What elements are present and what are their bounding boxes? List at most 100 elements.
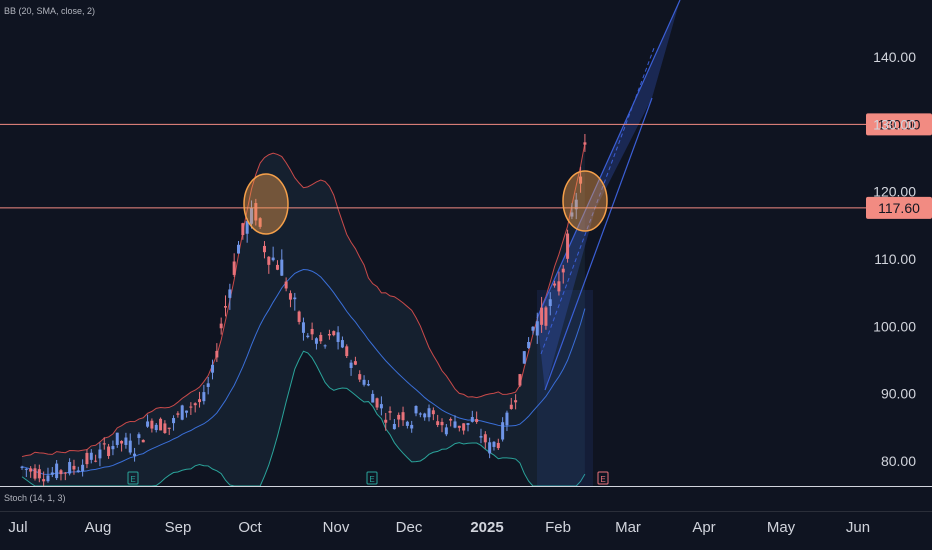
- candle-body: [42, 479, 46, 482]
- candle-body: [180, 405, 184, 420]
- candle-body: [254, 203, 258, 221]
- candle-body: [353, 361, 357, 365]
- y-tick-label: 80.00: [881, 453, 916, 469]
- horizontal-level-label: 117.60: [878, 200, 920, 216]
- candle-body: [410, 424, 414, 429]
- earnings-marker: [127, 471, 139, 485]
- candle-body: [163, 423, 167, 434]
- candle-body: [431, 410, 435, 415]
- candle-body: [535, 321, 539, 336]
- candle-body: [172, 418, 176, 424]
- highlight-circles: [243, 170, 608, 235]
- candle-body: [427, 408, 431, 418]
- candle-body: [81, 464, 85, 472]
- candle-body: [336, 332, 340, 342]
- highlight-circle: [562, 170, 608, 232]
- x-tick-label: Feb: [545, 519, 571, 536]
- earnings-marker: [597, 471, 609, 485]
- candle-body: [167, 427, 171, 429]
- candle-body: [297, 311, 301, 322]
- candle-body: [553, 283, 557, 286]
- candle-body: [275, 264, 279, 270]
- candle-body: [384, 419, 388, 423]
- candle-body: [185, 410, 189, 413]
- bb-indicator-label[interactable]: BB (20, SMA, close, 2): [4, 6, 96, 16]
- candle-body: [193, 403, 197, 406]
- candle-body: [159, 418, 163, 431]
- y-tick-label: 110.00: [874, 251, 916, 267]
- candle-body: [462, 423, 466, 431]
- channel-upper-line: [536, 0, 681, 319]
- candle-body: [388, 411, 392, 413]
- candle-body: [349, 362, 353, 368]
- candle-body: [392, 423, 396, 430]
- candle-body: [141, 439, 145, 443]
- candle-body: [284, 281, 288, 289]
- candle-body: [271, 257, 275, 261]
- horizontal-level-tag: [866, 196, 932, 219]
- candle-body: [314, 338, 318, 344]
- x-tick-label: Aug: [85, 519, 112, 536]
- earnings-marker-label: E: [600, 475, 605, 484]
- candle-body: [466, 423, 470, 425]
- channel-mid-line: [540, 47, 655, 355]
- axes: 80.00 90.00 100.00 110.00 120.00 130.00 140.00…: [0, 49, 932, 536]
- candle-body: [198, 399, 202, 403]
- candle-body: [154, 424, 158, 431]
- candle-body: [332, 331, 336, 336]
- stoch-indicator-label[interactable]: Stoch (14, 1, 3): [4, 493, 66, 503]
- candle-body: [401, 412, 405, 421]
- candle-body: [457, 425, 461, 428]
- horizontal-levels[interactable]: 130.00 117.60: [0, 113, 932, 219]
- candle-body: [483, 434, 487, 443]
- candle-body: [423, 413, 427, 418]
- candle-body: [405, 421, 409, 426]
- y-tick-label: 130.00: [873, 116, 916, 132]
- bb-upper-line: [21, 142, 586, 458]
- x-tick-label: Dec: [396, 519, 423, 536]
- candle-body: [63, 472, 67, 474]
- candle-body: [518, 374, 522, 386]
- candle-body: [557, 281, 561, 292]
- candle-body: [288, 293, 292, 300]
- candle-body: [133, 453, 137, 456]
- x-tick-label: Sep: [165, 519, 192, 536]
- candle-body: [111, 446, 115, 450]
- candle-body: [566, 233, 570, 259]
- bollinger-bands: [21, 142, 586, 487]
- candle-body: [94, 460, 98, 462]
- candle-body: [189, 406, 193, 408]
- candle-body: [574, 199, 578, 210]
- horizontal-level-label: 130.00: [878, 116, 921, 132]
- candle-body: [345, 346, 349, 357]
- candle-body: [124, 437, 128, 445]
- candle-body: [232, 261, 236, 275]
- candle-body: [137, 434, 141, 438]
- candle-body: [245, 221, 249, 234]
- candle-body: [24, 468, 28, 470]
- candle-body: [120, 440, 124, 444]
- y-tick-label: 120.00: [873, 184, 916, 200]
- candle-body: [115, 432, 119, 445]
- candle-body: [509, 404, 513, 409]
- x-tick-label: Jun: [846, 519, 870, 536]
- candle-body: [358, 374, 362, 380]
- candle-body: [33, 468, 37, 479]
- candle-body: [68, 462, 72, 474]
- x-tick-label: 2025: [470, 519, 503, 536]
- candle-body: [202, 392, 206, 402]
- candle-body: [531, 326, 535, 331]
- candle-body: [366, 384, 370, 386]
- candle-body: [237, 244, 240, 254]
- candle-body: [444, 427, 448, 435]
- candle-body: [293, 297, 297, 300]
- channel-lower-line: [544, 97, 653, 391]
- x-tick-label: Mar: [615, 519, 641, 536]
- candle-body: [453, 421, 457, 428]
- stoch-pane: [0, 487, 932, 511]
- candle-body: [98, 449, 102, 459]
- earnings-marker: [366, 471, 378, 485]
- candle-body: [228, 289, 232, 298]
- bb-fill: [22, 143, 585, 487]
